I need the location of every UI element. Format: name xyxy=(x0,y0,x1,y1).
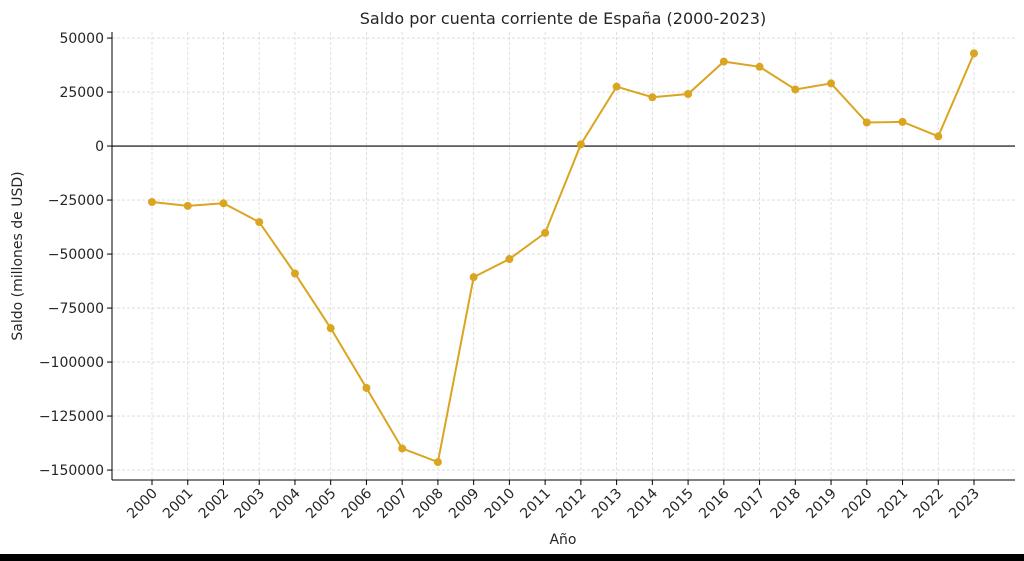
x-tick-label: 2012 xyxy=(553,486,590,523)
y-tick-label: −125000 xyxy=(39,409,104,425)
data-point-2019 xyxy=(827,79,836,88)
data-point-2023 xyxy=(970,49,978,58)
y-tick-label: −75000 xyxy=(48,301,104,317)
y-tick-label: −25000 xyxy=(48,193,104,209)
x-tick-label: 2013 xyxy=(589,486,626,523)
data-point-2009 xyxy=(469,273,478,282)
data-point-2010 xyxy=(505,255,514,264)
x-tick-label: 2001 xyxy=(160,486,197,523)
data-point-2003 xyxy=(255,218,264,227)
y-tick-label: 25000 xyxy=(59,85,104,101)
x-tick-label: 2011 xyxy=(517,486,554,523)
x-tick-label: 2003 xyxy=(232,486,269,523)
x-tick-label: 2016 xyxy=(696,485,733,522)
x-tick-label: 2008 xyxy=(410,486,447,523)
x-axis-label: Año xyxy=(549,532,576,548)
y-tick-label: −50000 xyxy=(48,247,104,263)
data-point-2011 xyxy=(541,228,550,237)
x-tick-label: 2007 xyxy=(374,486,411,523)
x-tick-label: 2000 xyxy=(124,486,161,523)
series-line xyxy=(151,52,975,464)
data-point-2007 xyxy=(398,444,407,453)
y-tick-label: −100000 xyxy=(39,355,104,371)
x-tick-label: 2020 xyxy=(839,486,876,523)
data-point-2012 xyxy=(576,140,585,149)
y-tick-label: −150000 xyxy=(39,463,104,479)
data-point-2017 xyxy=(755,62,764,71)
data-point-2013 xyxy=(612,82,621,91)
x-tick-label: 2018 xyxy=(768,486,805,523)
data-point-2018 xyxy=(791,85,800,94)
x-tick-label: 2010 xyxy=(482,486,519,523)
x-tick-label: 2006 xyxy=(339,485,376,522)
y-tick-label: 50000 xyxy=(59,31,104,47)
x-tick-label: 2005 xyxy=(303,486,340,523)
data-point-2000 xyxy=(148,197,156,206)
data-point-2014 xyxy=(648,93,657,102)
x-tick-label: 2021 xyxy=(875,486,912,523)
data-point-2006 xyxy=(362,383,371,392)
data-point-2021 xyxy=(898,117,907,126)
data-point-2002 xyxy=(219,199,228,208)
x-tick-label: 2002 xyxy=(196,486,233,523)
data-point-2004 xyxy=(290,269,299,278)
chart-title: Saldo por cuenta corriente de España (20… xyxy=(360,9,766,28)
x-tick-label: 2023 xyxy=(946,486,983,523)
x-tick-label: 2019 xyxy=(803,486,840,523)
data-point-2016 xyxy=(719,57,728,66)
bottom-bar xyxy=(0,554,1024,561)
x-tick-label: 2014 xyxy=(625,485,662,522)
x-tick-label: 2009 xyxy=(446,486,483,523)
data-point-2022 xyxy=(934,132,943,141)
y-tick-label: 0 xyxy=(95,139,104,155)
data-point-2020 xyxy=(862,118,871,127)
x-tick-label: 2015 xyxy=(660,486,697,523)
y-axis-label: Saldo (millones de USD) xyxy=(10,171,26,340)
data-point-2005 xyxy=(326,324,335,333)
x-tick-label: 2017 xyxy=(732,486,769,523)
data-point-2001 xyxy=(183,201,192,210)
data-point-2015 xyxy=(684,89,693,98)
x-tick-label: 2004 xyxy=(267,485,304,522)
data-point-2008 xyxy=(433,458,442,467)
x-tick-label: 2022 xyxy=(911,486,948,523)
